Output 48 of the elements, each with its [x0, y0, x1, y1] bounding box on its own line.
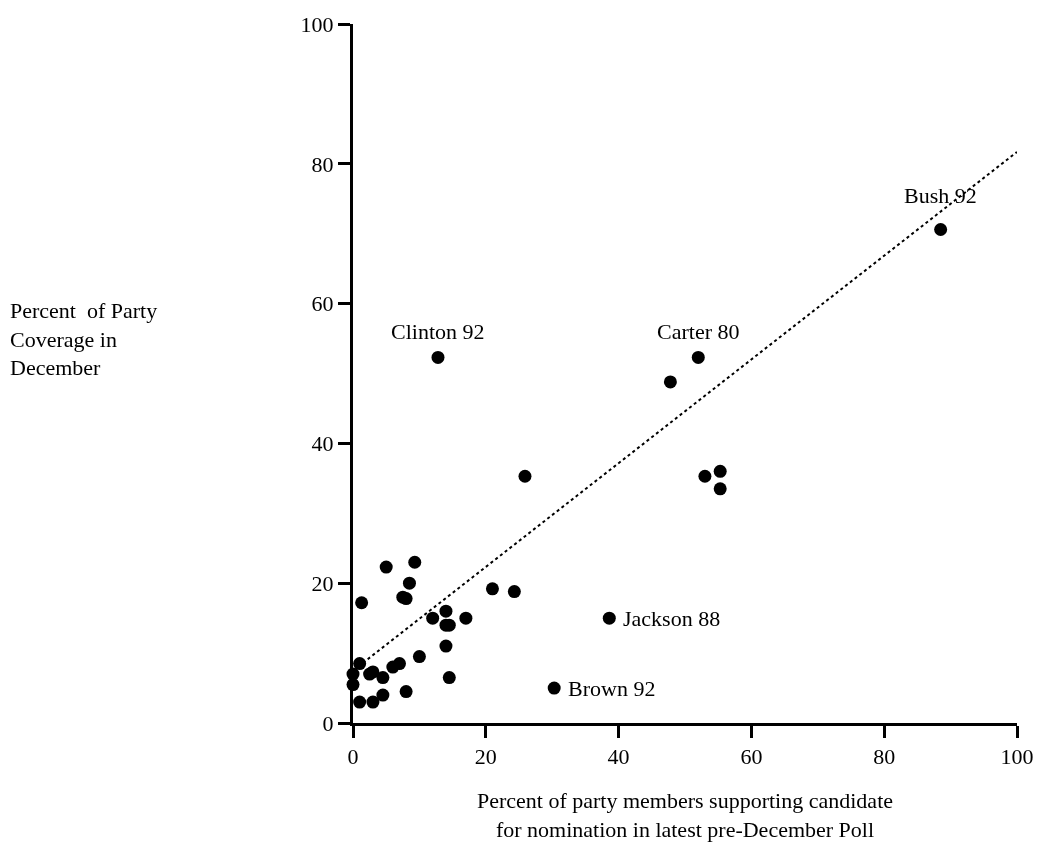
point [412, 650, 426, 664]
point [442, 671, 456, 685]
point [426, 611, 440, 625]
point [376, 688, 390, 702]
point [402, 576, 416, 590]
x-tick-label: 40 [607, 744, 630, 770]
point [366, 695, 380, 709]
point [518, 469, 532, 483]
x-tick-label: 20 [474, 744, 497, 770]
annotation: Clinton 92 [391, 319, 485, 344]
point [355, 596, 369, 610]
y-tick-label: 80 [311, 151, 334, 177]
point [602, 611, 616, 625]
text: Percent of Party Coverage in December [10, 298, 158, 381]
point [408, 555, 422, 569]
point [934, 223, 948, 236]
y-tick-label: 20 [311, 570, 334, 596]
point [459, 611, 473, 625]
y-tick-label: 60 [311, 291, 334, 317]
y-tick-label: 100 [300, 11, 334, 37]
point [663, 375, 677, 389]
point [353, 695, 367, 709]
point [698, 469, 712, 483]
point [713, 464, 727, 478]
point [353, 657, 367, 671]
x-tick-label: 80 [873, 744, 896, 770]
point [399, 685, 413, 699]
point [507, 585, 521, 599]
point [439, 604, 453, 618]
annotation: Brown 92 [568, 676, 656, 701]
annotation: Carter 80 [657, 319, 740, 344]
x-tick-label: 0 [347, 744, 359, 770]
annotation: Jackson 88 [623, 606, 721, 631]
y-tick-label: 40 [311, 431, 334, 457]
point [485, 582, 499, 596]
x-axis-title: Percent of party members supporting candidate for nomination in latest pre-December Poll [476, 788, 894, 842]
point [431, 350, 445, 364]
point [691, 350, 705, 364]
point [376, 671, 390, 685]
x-tick-label: 60 [740, 744, 763, 770]
y-tick-label: 0 [322, 710, 334, 736]
annotation: Bush 92 [904, 183, 977, 208]
point [439, 639, 453, 653]
x-tick-label: 100 [1000, 744, 1034, 770]
point [379, 560, 393, 574]
point [713, 482, 727, 496]
point [392, 657, 406, 671]
point [547, 681, 561, 695]
